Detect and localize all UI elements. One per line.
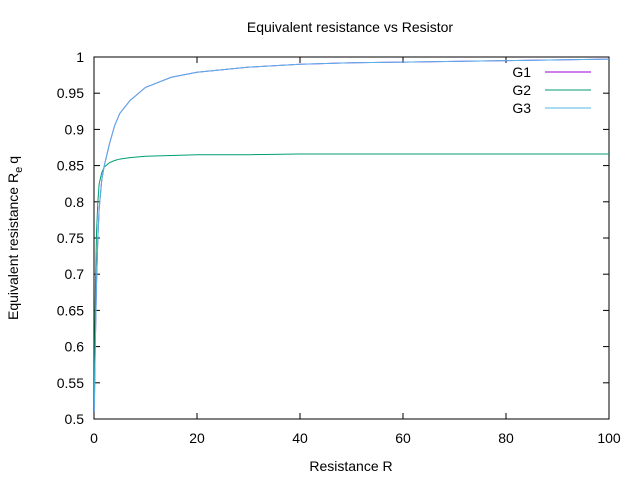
y-tick-label: 1: [76, 49, 84, 65]
y-axis-label: Equivalent resistance Req: [5, 156, 25, 320]
y-tick-label: 0.95: [57, 85, 84, 101]
y-axis-label-subscript: e: [13, 167, 25, 173]
x-tick-label: 40: [292, 430, 308, 446]
y-tick-label: 0.75: [57, 230, 84, 246]
y-axis-label-main: Equivalent resistance R: [5, 173, 21, 320]
series-line-g1: [94, 58, 609, 412]
legend-label-g2: G2: [512, 82, 531, 98]
x-tick-label: 60: [395, 430, 411, 446]
plot-border: [93, 56, 610, 420]
x-tick-label: 20: [189, 430, 205, 446]
x-tick-label: 0: [90, 430, 98, 446]
x-axis: 0 20 40 60 80 100: [90, 57, 621, 446]
y-axis-label-tail: q: [5, 156, 21, 164]
y-tick-label: 0.85: [57, 158, 84, 174]
y-tick-label: 0.5: [65, 411, 85, 427]
series-line-g3: [94, 58, 609, 412]
x-axis-label: Resistance R: [309, 458, 392, 474]
legend-label-g3: G3: [512, 100, 531, 116]
legend: G1 G2 G3: [512, 64, 591, 116]
x-tick-label: 100: [597, 430, 621, 446]
y-tick-label: 0.6: [65, 339, 85, 355]
legend-label-g1: G1: [512, 64, 531, 80]
chart-title: Equivalent resistance vs Resistor: [247, 19, 454, 35]
y-tick-label: 0.55: [57, 375, 84, 391]
plot-area: [93, 56, 610, 420]
y-tick-label: 0.7: [65, 266, 85, 282]
x-tick-label: 80: [498, 430, 514, 446]
series-line-g2: [94, 153, 609, 405]
y-tick-label: 0.8: [65, 194, 85, 210]
y-tick-label: 0.9: [65, 121, 85, 137]
y-tick-label: 0.65: [57, 302, 84, 318]
y-axis: 0.5 0.55 0.6 0.65 0.7 0.75 0.8 0.85 0.9 0.95 1: [57, 49, 609, 427]
series-lines: [94, 58, 609, 412]
